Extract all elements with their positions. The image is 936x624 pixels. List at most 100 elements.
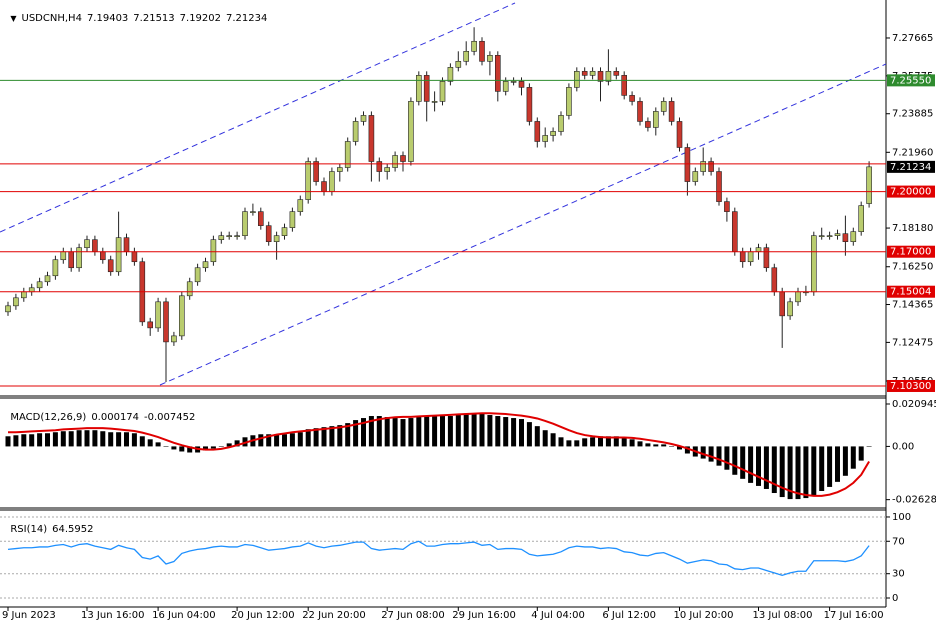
candle-body — [368, 115, 375, 162]
candle-body — [186, 281, 193, 297]
candle-body — [210, 239, 217, 263]
header-open: 7.19403 — [86, 13, 129, 24]
macd-bar — [226, 443, 232, 447]
candle-body — [329, 171, 335, 192]
macd-bar — [210, 446, 216, 449]
level-label-box — [887, 245, 935, 258]
macd-bar — [368, 416, 374, 447]
macd-bar — [684, 446, 690, 454]
candle-body — [123, 237, 130, 253]
macd-bar — [637, 441, 643, 447]
candle-body — [471, 40, 477, 52]
candle-body — [179, 295, 185, 337]
rsi-label: RSI(14) — [10, 524, 48, 535]
candle-body — [384, 167, 391, 172]
x-tick-label: 10 Jul 20:00 — [674, 610, 734, 621]
macd-main-value: 0.000174 — [91, 412, 140, 423]
macd-bar — [495, 416, 501, 447]
candle-body — [234, 235, 240, 237]
candle-body — [668, 101, 675, 122]
macd-bar — [629, 439, 635, 447]
macd-bar — [827, 446, 833, 487]
x-tick-label: 16 Jun 04:00 — [152, 610, 216, 621]
macd-bar — [605, 436, 611, 447]
macd-bar — [361, 418, 366, 447]
candle-body — [273, 235, 280, 242]
candle-body — [684, 147, 691, 182]
macd-bar — [613, 436, 619, 447]
y-tick-label: 30 — [892, 569, 905, 580]
y-tick-label: 0.020945 — [892, 399, 936, 410]
macd-bar — [661, 444, 667, 447]
macd-bar — [305, 429, 311, 447]
candle-body — [494, 55, 501, 92]
x-tick-label: 22 Jun 20:00 — [302, 610, 366, 621]
macd-bar — [866, 446, 872, 447]
macd-bar — [463, 414, 469, 447]
current-price-box — [887, 160, 935, 173]
candle-body — [605, 71, 612, 82]
x-tick-label: 13 Jul 08:00 — [753, 610, 813, 621]
y-tick-label: 0.00 — [892, 441, 914, 452]
macd-bar — [408, 418, 414, 447]
candle-body — [542, 135, 549, 142]
y-tick-label: 7.21960 — [892, 147, 933, 158]
macd-bar — [653, 444, 659, 447]
candle-body — [731, 211, 738, 253]
macd-bar — [819, 446, 825, 491]
candle-body — [510, 81, 517, 83]
macd-bar — [384, 417, 390, 447]
candle-body — [526, 87, 533, 122]
macd-bar — [779, 446, 785, 498]
macd-bar — [574, 440, 580, 447]
signal-line — [8, 412, 870, 497]
macd-bar — [858, 446, 864, 461]
macd-bar — [416, 416, 422, 447]
macd-bar — [313, 428, 319, 447]
macd-bar — [716, 446, 722, 466]
macd-bar — [519, 419, 524, 447]
macd-bar — [432, 416, 438, 447]
y-tick-label: 7.16250 — [892, 262, 933, 273]
macd-bar — [329, 426, 335, 447]
macd-bar — [771, 446, 777, 494]
macd-bar — [76, 430, 82, 447]
candle-body — [518, 81, 525, 88]
candle-body — [194, 267, 201, 283]
candle-body — [739, 251, 746, 263]
candle-body — [652, 111, 659, 128]
marks: 7.276657.257757.238857.219607.181807.162… — [0, 27, 936, 621]
candle-body — [313, 161, 319, 182]
candle-body — [163, 301, 169, 343]
candle-body — [771, 267, 778, 293]
macd-bar — [795, 446, 801, 500]
candle-body — [376, 161, 383, 172]
candle-body — [36, 281, 43, 289]
candle-body — [573, 71, 580, 88]
candle-body — [242, 211, 248, 236]
macd-bar — [266, 434, 272, 447]
macd-bar — [479, 414, 485, 447]
macd-bar — [708, 446, 714, 462]
y-tick-label: 0 — [892, 593, 898, 604]
candle-body — [621, 75, 628, 96]
candle-body — [487, 55, 493, 62]
x-tick-label: 9 Jun 2023 — [2, 610, 56, 621]
macd-bar — [526, 422, 532, 447]
candle-body — [787, 301, 793, 317]
macd-bar — [756, 446, 761, 486]
candle-body — [202, 261, 209, 269]
level-label-box — [887, 74, 935, 87]
candle-body — [115, 237, 122, 273]
candle-body — [692, 171, 699, 182]
macd-bar — [52, 432, 58, 447]
macd-bar — [550, 433, 556, 447]
y-tick-label: 7.14365 — [892, 300, 933, 311]
candle-body — [558, 115, 564, 132]
macd-bar — [100, 431, 106, 447]
y-tick-label: 100 — [892, 512, 911, 523]
candle-body — [818, 235, 825, 237]
macd-bar — [155, 442, 161, 447]
level-label-box — [887, 285, 935, 298]
candle-body — [676, 121, 683, 148]
